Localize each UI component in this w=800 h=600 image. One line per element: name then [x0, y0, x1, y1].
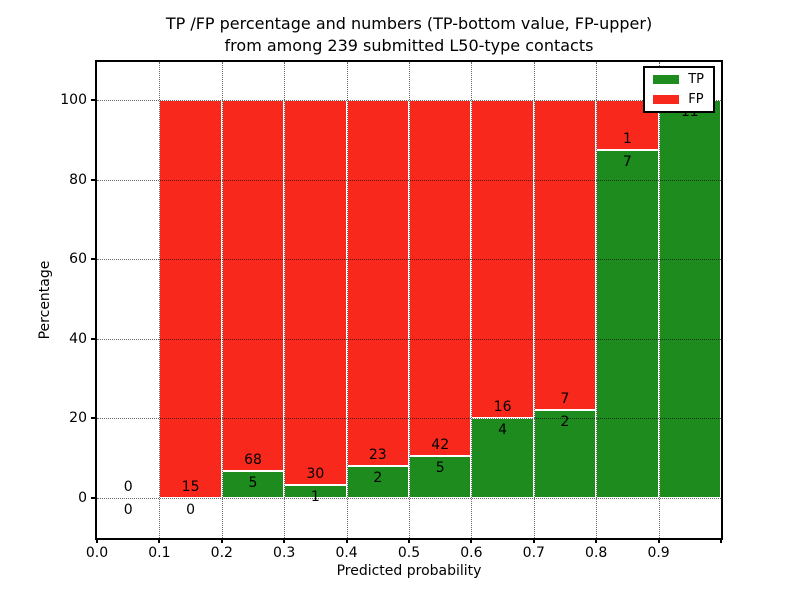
bar-tp-segment [533, 409, 597, 498]
x-tick-label: 0.2 [210, 545, 233, 561]
bar-fp-segment [533, 100, 597, 410]
bar-count-label-fp: 0 [123, 479, 133, 495]
y-tick-label: 80 [69, 171, 87, 188]
x-axis-tick [96, 538, 98, 543]
x-axis-tick [595, 538, 598, 543]
bar-fp-segment [284, 100, 347, 486]
bar-count-label-tp: 5 [435, 459, 445, 476]
legend-label-tp: TP [688, 72, 704, 87]
y-tick-label: 60 [69, 251, 87, 268]
gridline-vertical [221, 62, 223, 538]
bar-count-label-tp: 0 [186, 502, 196, 518]
legend-entry-fp: FP [653, 93, 704, 106]
chart-title-line2: from among 239 submitted L50-type contac… [224, 36, 594, 55]
x-tick-label: 0.0 [85, 545, 109, 561]
bar-count-label-fp: 30 [306, 466, 325, 483]
bar-fp-segment [221, 100, 285, 471]
bar-count-label-tp: 7 [622, 153, 632, 170]
y-axis-tick [91, 178, 97, 181]
x-axis-tick [158, 538, 161, 543]
legend-label-fp: FP [688, 92, 704, 107]
bar-count-label-tp: 2 [373, 470, 383, 487]
gridline-vertical [159, 62, 161, 538]
x-tick-label: 0.6 [460, 545, 483, 561]
legend-swatch-fp-icon [653, 95, 680, 104]
bar-fp-segment [346, 100, 409, 467]
legend-entry-tp: TP [653, 73, 704, 86]
gridline-vertical [533, 62, 535, 538]
x-axis-tick [720, 538, 722, 543]
bar-tp-segment [658, 100, 721, 498]
bar-tp-segment [409, 455, 472, 498]
gridline-vertical [284, 62, 286, 538]
bar-count-label-fp: 42 [431, 436, 450, 453]
bar-count-label-fp: 7 [560, 390, 570, 407]
gridline-vertical [596, 62, 598, 538]
x-axis-tick [408, 538, 410, 543]
x-axis-label: Predicted probability [336, 563, 482, 579]
bar-count-label-tp: 4 [498, 422, 508, 439]
y-tick-label: 40 [69, 330, 87, 347]
x-tick-label: 0.8 [585, 545, 608, 561]
bar-count-label-tp: 5 [248, 474, 258, 491]
x-axis-tick [470, 538, 473, 543]
plot-area: 00150685301232425164721711 0.00.10.20.30… [60, 60, 723, 561]
bar-count-label-fp: 68 [244, 451, 262, 468]
x-axis-tick [220, 538, 223, 543]
bar-tp-segment [596, 149, 659, 498]
bar-count-label-tp: 1 [310, 489, 320, 506]
bar-count-label-fp: 23 [368, 447, 387, 464]
x-tick-label: 0.9 [647, 545, 670, 561]
x-tick-label: 0.5 [397, 545, 421, 561]
y-axis-tick [91, 258, 97, 261]
x-tick-label: 0.1 [148, 545, 171, 561]
gridline-vertical [409, 62, 410, 538]
gridline-vertical [658, 62, 660, 538]
bar-count-label-fp: 15 [181, 479, 200, 495]
chart-title: TP /FP percentage and numbers (TP-bottom… [97, 13, 721, 57]
bar-fp-segment [409, 100, 472, 456]
bar-count-label-fp: 1 [622, 130, 632, 147]
bar-count-label-tp: 0 [123, 502, 133, 518]
y-axis-tick [91, 417, 97, 420]
y-tick-label: 20 [69, 410, 87, 427]
y-axis-tick [91, 497, 97, 499]
y-tick-label: 0 [78, 490, 87, 506]
gridline-vertical [471, 62, 473, 538]
y-axis-tick [91, 337, 97, 340]
y-tick-label: 100 [60, 92, 87, 108]
y-axis-tick [91, 99, 97, 101]
chart-title-line1: TP /FP percentage and numbers (TP-bottom… [165, 14, 653, 33]
x-tick-label: 0.4 [335, 545, 358, 561]
x-tick-label: 0.3 [273, 545, 296, 561]
legend-swatch-tp-icon [653, 75, 680, 84]
x-axis-tick [657, 538, 660, 543]
x-axis-tick [283, 538, 286, 543]
bar-count-label-tp: 2 [560, 413, 570, 430]
x-axis-tick [345, 538, 348, 543]
bar-fp-segment [159, 100, 222, 498]
y-axis-label: Percentage [37, 260, 53, 340]
gridline-vertical [346, 62, 348, 538]
bar-count-label-fp: 16 [493, 399, 512, 416]
x-axis-tick [532, 538, 535, 543]
x-tick-label: 0.7 [522, 545, 545, 561]
legend: TP FP [643, 66, 715, 113]
